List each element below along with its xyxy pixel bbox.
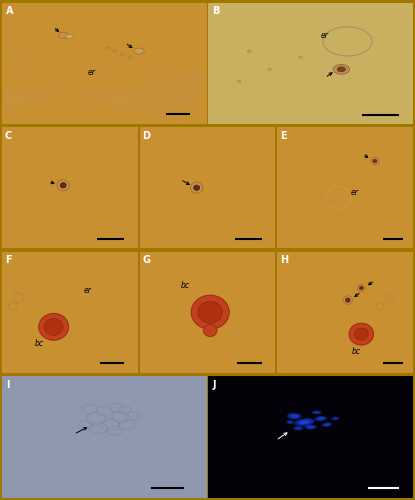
Circle shape — [134, 48, 144, 54]
Circle shape — [373, 159, 377, 163]
Circle shape — [343, 296, 352, 304]
Circle shape — [107, 90, 142, 110]
Circle shape — [162, 73, 178, 83]
Text: B: B — [212, 6, 220, 16]
Circle shape — [156, 88, 176, 100]
Circle shape — [247, 50, 251, 52]
Ellipse shape — [287, 413, 301, 419]
Circle shape — [268, 68, 272, 70]
Circle shape — [1, 88, 32, 106]
Circle shape — [198, 302, 222, 323]
Text: bc: bc — [181, 281, 190, 290]
Circle shape — [139, 72, 160, 84]
Text: er: er — [350, 188, 358, 197]
Ellipse shape — [293, 426, 303, 430]
Text: F: F — [5, 255, 12, 265]
Circle shape — [10, 58, 27, 68]
Circle shape — [66, 34, 74, 39]
Ellipse shape — [305, 424, 317, 430]
Ellipse shape — [286, 420, 294, 424]
Circle shape — [203, 324, 217, 336]
Circle shape — [329, 30, 366, 52]
Ellipse shape — [290, 414, 298, 418]
Circle shape — [44, 318, 63, 336]
Circle shape — [57, 180, 69, 191]
Text: D: D — [142, 130, 150, 140]
Circle shape — [112, 50, 117, 52]
Text: H: H — [280, 255, 288, 265]
Text: J: J — [212, 380, 216, 390]
Ellipse shape — [312, 410, 322, 414]
Ellipse shape — [331, 416, 339, 420]
Circle shape — [237, 80, 241, 82]
Circle shape — [133, 90, 158, 104]
Text: bc: bc — [352, 346, 361, 356]
Circle shape — [170, 92, 194, 107]
Ellipse shape — [295, 418, 315, 426]
Circle shape — [60, 182, 66, 188]
Text: C: C — [5, 130, 12, 140]
Text: er: er — [88, 68, 96, 78]
Text: G: G — [142, 255, 150, 265]
Circle shape — [194, 185, 200, 190]
Text: er: er — [321, 31, 329, 40]
Ellipse shape — [314, 412, 320, 414]
Circle shape — [39, 314, 68, 340]
Circle shape — [180, 72, 200, 84]
Ellipse shape — [317, 417, 324, 420]
Text: bc: bc — [35, 340, 44, 348]
Circle shape — [182, 88, 203, 101]
Circle shape — [120, 54, 125, 56]
Ellipse shape — [324, 424, 330, 426]
Circle shape — [31, 86, 51, 99]
Circle shape — [129, 56, 133, 58]
Circle shape — [59, 32, 68, 38]
Circle shape — [359, 286, 364, 290]
Circle shape — [357, 284, 365, 292]
Circle shape — [345, 298, 350, 302]
Circle shape — [194, 70, 211, 80]
Ellipse shape — [322, 422, 332, 427]
Circle shape — [333, 64, 349, 74]
Text: E: E — [280, 130, 286, 140]
Circle shape — [190, 182, 203, 193]
Circle shape — [298, 56, 303, 58]
Ellipse shape — [307, 426, 314, 428]
Ellipse shape — [315, 416, 327, 421]
Circle shape — [51, 76, 68, 86]
Circle shape — [349, 323, 374, 345]
Circle shape — [172, 82, 192, 94]
Text: A: A — [6, 6, 14, 16]
Ellipse shape — [295, 427, 301, 430]
Circle shape — [371, 158, 379, 164]
Circle shape — [330, 190, 347, 205]
Circle shape — [83, 87, 105, 101]
Ellipse shape — [333, 418, 337, 420]
Circle shape — [354, 328, 368, 340]
Ellipse shape — [288, 421, 293, 423]
Circle shape — [106, 47, 111, 50]
Text: I: I — [6, 380, 10, 390]
Text: er: er — [83, 286, 91, 295]
Circle shape — [143, 96, 172, 113]
Ellipse shape — [299, 420, 310, 424]
Circle shape — [191, 295, 229, 330]
Circle shape — [337, 67, 345, 71]
